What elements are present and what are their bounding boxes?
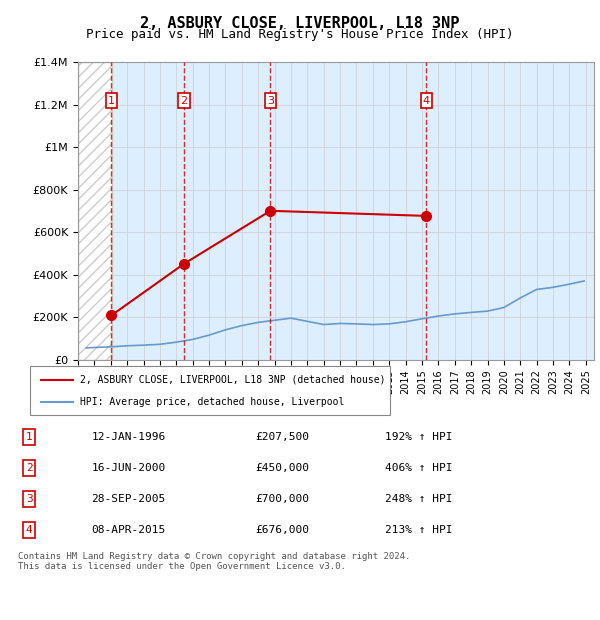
- Text: 1: 1: [26, 432, 32, 442]
- Text: 213% ↑ HPI: 213% ↑ HPI: [385, 525, 452, 535]
- Text: 16-JUN-2000: 16-JUN-2000: [91, 463, 166, 473]
- Bar: [78, 62, 112, 360]
- Text: 12-JAN-1996: 12-JAN-1996: [91, 432, 166, 442]
- Text: £207,500: £207,500: [255, 432, 309, 442]
- Text: 248% ↑ HPI: 248% ↑ HPI: [385, 494, 452, 504]
- Text: 3: 3: [26, 494, 32, 504]
- Text: 4: 4: [26, 525, 32, 535]
- Text: 2: 2: [26, 463, 32, 473]
- Text: £700,000: £700,000: [255, 494, 309, 504]
- Text: 192% ↑ HPI: 192% ↑ HPI: [385, 432, 452, 442]
- FancyBboxPatch shape: [30, 366, 390, 415]
- Text: Price paid vs. HM Land Registry's House Price Index (HPI): Price paid vs. HM Land Registry's House …: [86, 28, 514, 41]
- Text: HPI: Average price, detached house, Liverpool: HPI: Average price, detached house, Live…: [80, 397, 345, 407]
- Text: £676,000: £676,000: [255, 525, 309, 535]
- Text: 4: 4: [423, 95, 430, 105]
- Text: Contains HM Land Registry data © Crown copyright and database right 2024.
This d: Contains HM Land Registry data © Crown c…: [18, 552, 410, 571]
- Text: 28-SEP-2005: 28-SEP-2005: [91, 494, 166, 504]
- Text: 08-APR-2015: 08-APR-2015: [91, 525, 166, 535]
- Text: 3: 3: [267, 95, 274, 105]
- Text: 2: 2: [180, 95, 187, 105]
- Text: 2, ASBURY CLOSE, LIVERPOOL, L18 3NP (detached house): 2, ASBURY CLOSE, LIVERPOOL, L18 3NP (det…: [80, 374, 386, 384]
- Text: 406% ↑ HPI: 406% ↑ HPI: [385, 463, 452, 473]
- Text: 1: 1: [108, 95, 115, 105]
- Text: £450,000: £450,000: [255, 463, 309, 473]
- Text: 2, ASBURY CLOSE, LIVERPOOL, L18 3NP: 2, ASBURY CLOSE, LIVERPOOL, L18 3NP: [140, 16, 460, 30]
